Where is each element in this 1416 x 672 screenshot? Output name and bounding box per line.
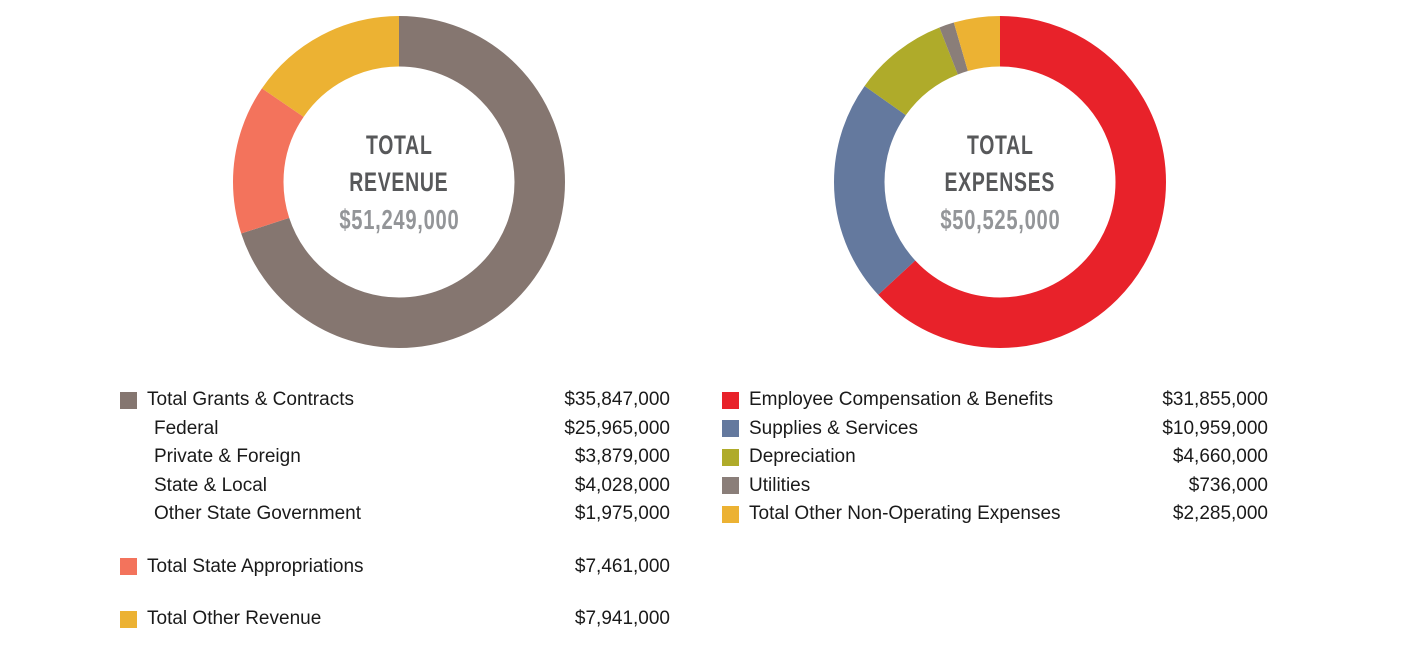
legend-swatch: [120, 391, 137, 409]
legend-value: $2,285,000: [1172, 503, 1268, 525]
legend-label: Total Other Non-Operating Expenses: [749, 503, 1061, 525]
legend-swatch: [722, 505, 739, 523]
donut-segment-total-other-revenue: [233, 16, 565, 348]
legend-row-federal: Federal $25,965,000: [120, 415, 670, 444]
expenses-donut-chart: TOTAL EXPENSES $50,525,000: [834, 16, 1166, 348]
revenue-legend: Total Grants & Contracts $35,847,000 Feder…: [120, 386, 670, 634]
legend-row-total-grants-contracts: Total Grants & Contracts $35,847,000: [120, 386, 670, 415]
legend-value: $7,461,000: [574, 555, 670, 577]
legend-row-depreciation: Depreciation $4,660,000: [722, 443, 1268, 472]
legend-group: Employee Compensation & Benefits $31,855,…: [722, 386, 1268, 529]
legend-value: $31,855,000: [1162, 389, 1268, 411]
legend-row-private-foreign: Private & Foreign $3,879,000: [120, 443, 670, 472]
legend-swatch: [120, 558, 137, 576]
legend-value: $4,028,000: [574, 474, 670, 496]
legend-value: $25,965,000: [564, 417, 670, 439]
legend-label: Supplies & Services: [749, 417, 918, 439]
legend-row-state-local: State & Local $4,028,000: [120, 472, 670, 501]
legend-label: Utilities: [749, 474, 811, 496]
legend-label: Federal: [154, 417, 219, 439]
legend-swatch: [120, 610, 137, 628]
legend-swatch: [722, 448, 739, 466]
legend-row-total-other-non-operating-expenses: Total Other Non-Operating Expenses $2,285…: [722, 500, 1268, 529]
legend-value: $3,879,000: [574, 446, 670, 468]
legend-row-other-state-government: Other State Government $1,975,000: [120, 500, 670, 529]
legend-swatch: [722, 477, 739, 495]
expenses-donut-svg: [834, 16, 1166, 348]
legend-label: Total State Appropriations: [147, 555, 364, 577]
legend-swatch: [722, 420, 739, 438]
legend-label: Other State Government: [154, 503, 361, 525]
revenue-donut-svg: [233, 16, 565, 348]
legend-value: $4,660,000: [1172, 446, 1268, 468]
legend-value: $736,000: [1188, 474, 1268, 496]
legend-group: Total State Appropriations $7,461,000: [120, 553, 670, 582]
legend-value: $1,975,000: [574, 503, 670, 525]
legend-row-total-other-revenue: Total Other Revenue $7,941,000: [120, 605, 670, 634]
expenses-legend: Employee Compensation & Benefits $31,855,…: [722, 386, 1268, 529]
legend-label: Total Other Revenue: [147, 608, 322, 630]
legend-group: Total Grants & Contracts $35,847,000 Feder…: [120, 386, 670, 529]
legend-row-employee-compensation-benefits: Employee Compensation & Benefits $31,855,…: [722, 386, 1268, 415]
legend-swatch: [722, 391, 739, 409]
legend-row-utilities: Utilities $736,000: [722, 472, 1268, 501]
donut-segment-total-state-appropriations: [233, 16, 565, 348]
legend-group: Total Other Revenue $7,941,000: [120, 605, 670, 634]
donut-segment-total-other-non-operating-expenses: [834, 16, 1166, 348]
legend-value: $7,941,000: [574, 608, 670, 630]
legend-label: Total Grants & Contracts: [147, 389, 354, 411]
legend-value: $10,959,000: [1162, 417, 1268, 439]
donut-segment-supplies-services: [834, 16, 1166, 348]
legend-row-total-state-appropriations: Total State Appropriations $7,461,000: [120, 553, 670, 582]
revenue-donut-chart: TOTAL REVENUE $51,249,000: [233, 16, 565, 348]
legend-label: Depreciation: [749, 446, 856, 468]
legend-row-supplies-services: Supplies & Services $10,959,000: [722, 415, 1268, 444]
legend-label: Private & Foreign: [154, 446, 301, 468]
legend-value: $35,847,000: [564, 389, 670, 411]
legend-label: State & Local: [154, 474, 268, 496]
legend-label: Employee Compensation & Benefits: [749, 389, 1054, 411]
